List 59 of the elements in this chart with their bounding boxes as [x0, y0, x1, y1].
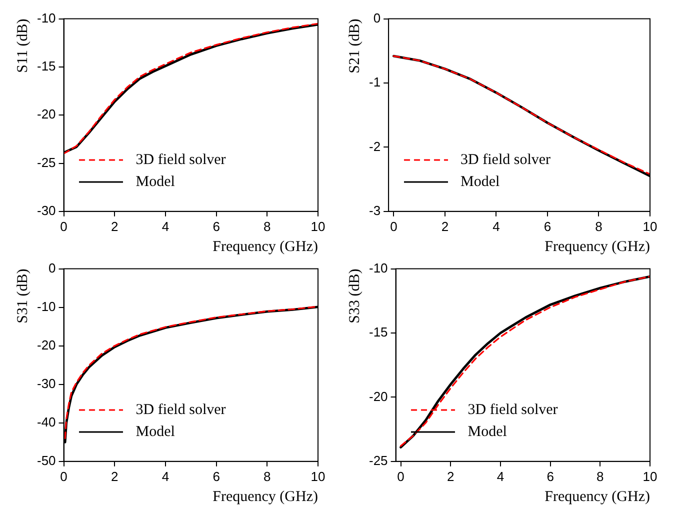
x-tick-label: 0: [397, 468, 404, 484]
x-tick-label: 10: [310, 468, 326, 484]
x-tick-label: 0: [60, 468, 68, 484]
x-axis-title: Frequency (GHz): [544, 238, 650, 255]
y-axis-title: S33 (dB): [346, 268, 363, 324]
y-tick-label: -20: [368, 388, 388, 404]
x-tick-label: 2: [447, 468, 454, 484]
x-tick-label: 6: [212, 218, 220, 234]
x-tick-label: 10: [642, 218, 658, 234]
legend-label: Model: [468, 423, 507, 442]
x-tick-label: 8: [264, 218, 271, 234]
x-tick-label: 10: [642, 468, 658, 484]
y-tick-label: -25: [36, 154, 56, 170]
legend-label: 3D field solver: [468, 401, 558, 420]
y-tick-label: -25: [368, 452, 388, 468]
x-tick-label: 4: [492, 218, 500, 234]
y-axis-title: S21 (dB): [346, 18, 363, 74]
x-tick-label: 0: [60, 218, 68, 234]
x-tick-label: 4: [162, 468, 170, 484]
x-tick-label: 10: [310, 218, 326, 234]
x-tick-label: 8: [596, 468, 604, 484]
x-tick-label: 0: [390, 218, 398, 234]
y-tick-label: -30: [36, 202, 56, 218]
y-tick-label: -15: [368, 324, 388, 340]
y-tick-label: -20: [36, 337, 56, 352]
x-tick-label: 6: [212, 468, 220, 484]
x-tick-label: 8: [264, 468, 271, 484]
legend-label: Model: [136, 173, 175, 192]
y-tick-label: -50: [36, 452, 56, 468]
y-tick-label: -10: [36, 298, 56, 314]
y-tick-label: 0: [373, 10, 381, 26]
x-axis-title: Frequency (GHz): [212, 488, 318, 505]
y-tick-label: -15: [36, 58, 56, 74]
x-tick-label: 8: [595, 218, 602, 234]
x-tick-label: 2: [111, 218, 118, 234]
legend-label: 3D field solver: [136, 401, 226, 420]
x-tick-label: 2: [441, 218, 449, 234]
y-tick-label: 0: [48, 260, 56, 276]
x-tick-label: 4: [162, 218, 170, 234]
legend-label: Model: [460, 173, 500, 192]
y-tick-label: -10: [36, 10, 56, 26]
legend-label: Model: [136, 423, 175, 442]
y-tick-label: -3: [368, 202, 381, 218]
x-tick-label: 2: [111, 468, 118, 484]
y-tick-label: -1: [368, 74, 381, 90]
legend-label: 3D field solver: [136, 151, 226, 170]
y-tick-label: -20: [36, 106, 56, 122]
y-axis-title: S11 (dB): [14, 18, 31, 73]
y-tick-label: -10: [368, 260, 388, 276]
y-tick-label: -2: [368, 138, 381, 154]
x-tick-label: 4: [496, 468, 504, 484]
y-tick-label: -40: [36, 414, 56, 430]
y-tick-label: -30: [36, 376, 56, 391]
x-axis-title: Frequency (GHz): [544, 488, 650, 505]
x-axis-title: Frequency (GHz): [212, 238, 318, 255]
x-tick-label: 6: [544, 218, 552, 234]
legend-label: 3D field solver: [460, 151, 551, 170]
y-axis-title: S31 (dB): [14, 268, 31, 324]
x-tick-label: 6: [546, 468, 554, 484]
